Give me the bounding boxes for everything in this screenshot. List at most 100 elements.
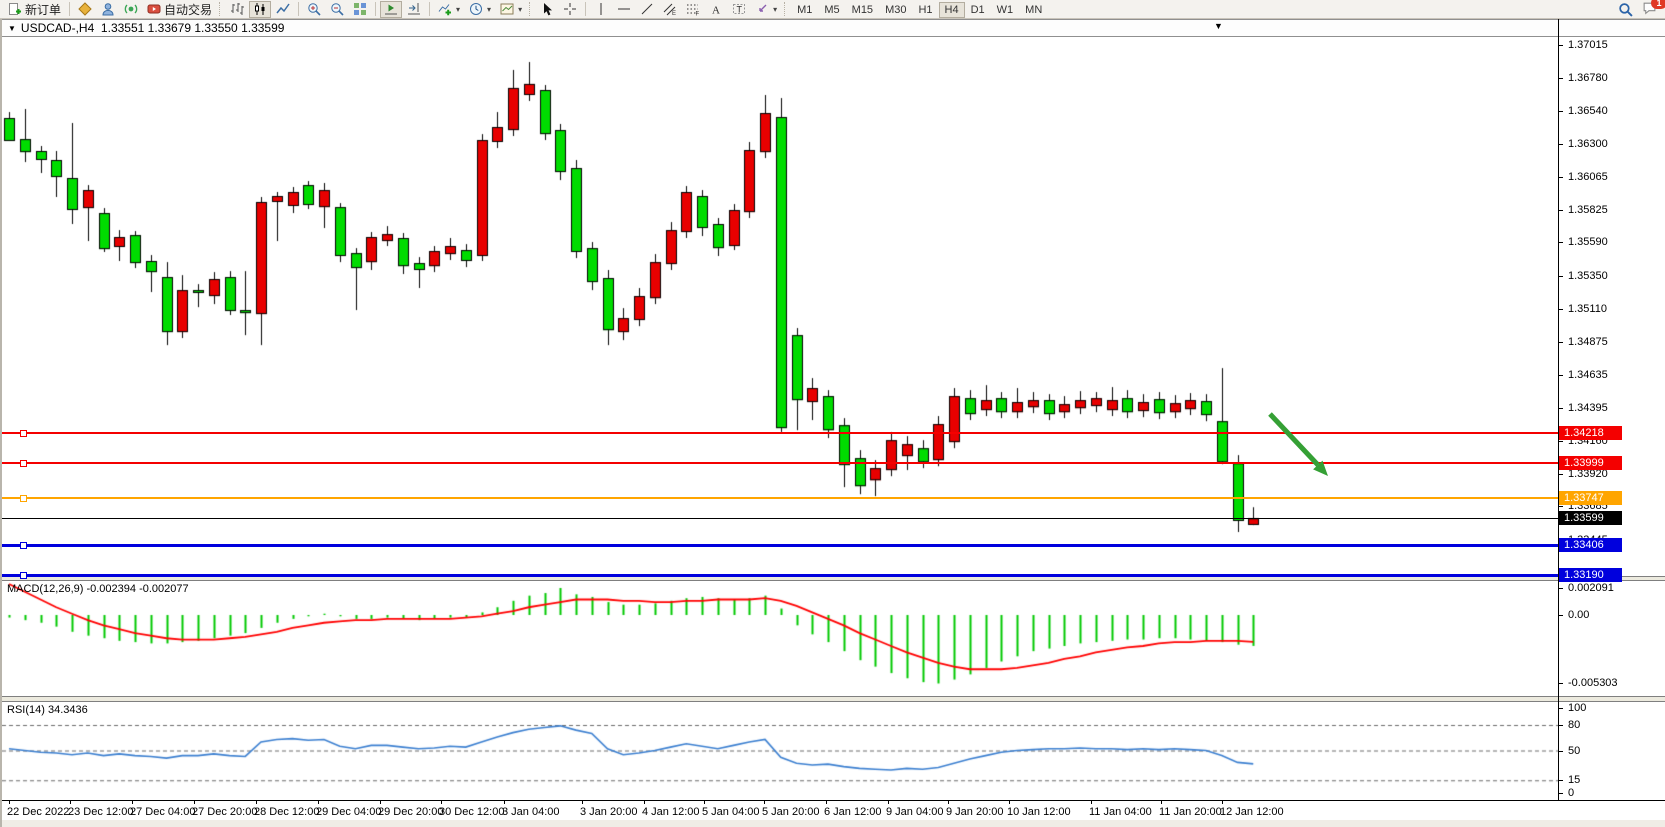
time-axis-label: 28 Dec 12:00 [254, 806, 320, 818]
line-anchor[interactable] [20, 495, 27, 502]
price-axis-tick [1558, 441, 1563, 442]
dropdown-caret-icon: ▾ [456, 4, 461, 14]
hline-object-1.33747[interactable] [2, 497, 1558, 499]
price-axis-tick [1558, 474, 1563, 475]
pane-separator[interactable] [2, 696, 1665, 702]
time-axis-label: 3 Jan 04:00 [502, 806, 560, 818]
price-axis-tick [1558, 111, 1563, 112]
vertical-line-button[interactable] [590, 1, 612, 18]
macd-canvas[interactable] [2, 581, 1558, 696]
tile-windows-button[interactable] [349, 1, 371, 18]
price-axis-label: 1.33920 [1568, 468, 1608, 480]
time-axis-tick [9, 800, 10, 804]
new-order-button[interactable]: 新订单 [4, 1, 65, 18]
text-tool-button[interactable]: A [705, 1, 727, 18]
line-anchor[interactable] [20, 430, 27, 437]
timeframe-d1[interactable]: D1 [965, 2, 991, 18]
toolbar-separator [69, 2, 71, 16]
dropdown-caret-icon: ▾ [518, 4, 523, 14]
add-indicator-button[interactable]: ▾ [434, 1, 464, 18]
zoom-out-button[interactable] [326, 1, 348, 18]
time-axis-tick [318, 800, 319, 804]
rsi-axis-label: 80 [1568, 719, 1581, 731]
toolbar-separator [429, 2, 431, 16]
time-axis-label: 27 Dec 20:00 [192, 806, 258, 818]
template-button[interactable]: ▾ [496, 1, 526, 18]
timeframe-mn[interactable]: MN [1019, 2, 1048, 18]
chart-shift-button[interactable] [403, 1, 425, 18]
clock-icon [470, 3, 483, 15]
toolbar-grip [219, 2, 223, 16]
hline-object-1.33599[interactable] [2, 518, 1558, 519]
timeframe-h4[interactable]: H4 [938, 2, 965, 18]
hline-object-1.33406[interactable] [2, 544, 1558, 547]
line-anchor[interactable] [20, 542, 27, 549]
timeframe-m1[interactable]: M1 [791, 2, 818, 18]
toolbar-separator [298, 2, 300, 16]
bar-chart-button[interactable] [226, 1, 248, 18]
auto-scroll-button[interactable] [380, 0, 403, 18]
line-chart-button[interactable] [272, 1, 294, 18]
line-anchor[interactable] [20, 572, 27, 579]
price-axis-tick [1558, 177, 1563, 178]
navigator-button[interactable] [97, 1, 119, 18]
cursor-button[interactable] [536, 1, 558, 18]
navigator-icon [102, 3, 114, 16]
period-button[interactable]: ▾ [465, 1, 495, 18]
time-axis-label: 9 Jan 04:00 [886, 806, 944, 818]
chart-dropdown-arrow-icon[interactable]: ▼ [1214, 21, 1223, 31]
hline-object-1.34218[interactable] [2, 432, 1558, 434]
time-axis-label: 12 Jan 12:00 [1220, 806, 1284, 818]
price-axis-tick [1558, 45, 1563, 46]
candlestick-chart-button[interactable] [249, 0, 272, 18]
price-chart-canvas[interactable] [2, 38, 1558, 576]
fibonacci-button[interactable]: F [682, 1, 704, 18]
template-icon [500, 3, 514, 15]
rsi-axis-tick [1558, 751, 1563, 752]
time-axis-tick [764, 800, 765, 804]
text-label-button[interactable]: T [728, 1, 750, 18]
time-axis-tick [888, 800, 889, 804]
trendline-button[interactable] [636, 1, 658, 18]
hline-object-1.33999[interactable] [2, 462, 1558, 464]
arrows-tool-button[interactable]: ▾ [751, 1, 781, 18]
hline-object-1.33190[interactable] [2, 574, 1558, 577]
equidistant-channel-button[interactable]: E [659, 1, 681, 18]
timeframe-h1[interactable]: H1 [912, 2, 938, 18]
time-axis-tick [644, 800, 645, 804]
toolbar-separator [375, 2, 377, 16]
rsi-axis-label: 15 [1568, 774, 1581, 786]
price-badge-1.33999: 1.33999 [1559, 456, 1622, 470]
time-axis-tick [70, 800, 71, 804]
macd-axis-label: -0.005303 [1568, 677, 1618, 689]
search-button[interactable] [1614, 1, 1637, 18]
market-signal-button[interactable] [120, 1, 142, 18]
time-axis-label: 5 Jan 20:00 [762, 806, 820, 818]
market-watch-button[interactable] [74, 1, 96, 18]
zoom-out-icon [331, 3, 344, 16]
time-axis-label: 9 Jan 20:00 [946, 806, 1004, 818]
timeframe-w1[interactable]: W1 [991, 2, 1020, 18]
autotrading-label: 自动交易 [164, 2, 213, 17]
timeframe-m15[interactable]: M15 [846, 2, 879, 18]
timeframe-m30[interactable]: M30 [879, 2, 912, 18]
fibonacci-icon: F [687, 4, 700, 16]
macd-axis-tick [1558, 615, 1563, 616]
price-axis-label: 1.35825 [1568, 204, 1608, 216]
trend-arrow-object[interactable] [1242, 398, 1352, 498]
line-anchor[interactable] [20, 460, 27, 467]
zoom-in-button[interactable] [303, 1, 325, 18]
autotrading-button[interactable]: 自动交易 [143, 1, 216, 18]
rsi-canvas[interactable] [2, 702, 1558, 800]
chart-caption-bar[interactable]: ▼ USDCAD-,H4 1.33551 1.33679 1.33550 1.3… [2, 19, 1665, 37]
time-axis-border [2, 800, 1665, 801]
timeframe-m5[interactable]: M5 [818, 2, 845, 18]
horizontal-line-button[interactable] [613, 1, 635, 18]
price-axis-tick [1558, 408, 1563, 409]
tile-windows-icon [354, 3, 367, 15]
rsi-indicator-label: RSI(14) 34.3436 [7, 704, 88, 716]
chart-caption-arrow-icon[interactable]: ▼ [8, 23, 16, 33]
crosshair-button[interactable] [559, 1, 581, 18]
macd-indicator-label: MACD(12,26,9) -0.002394 -0.002077 [7, 583, 189, 595]
price-axis-label: 1.34395 [1568, 402, 1608, 414]
